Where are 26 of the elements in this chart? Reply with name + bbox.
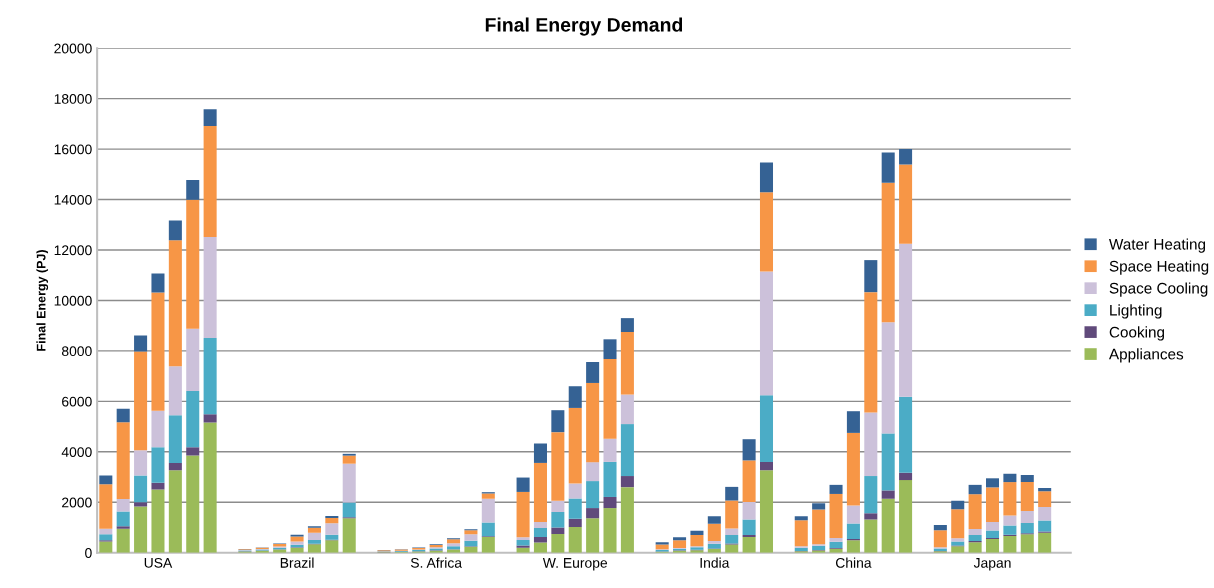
x-tick-label: Japan [973,558,1011,571]
y-axis-title: Final Energy (PJ) [36,250,49,351]
y-tick-label: 20000 [54,43,92,54]
legend-label: Cooking [1109,326,1165,341]
y-tick-label: 8000 [61,346,92,357]
legend-label: Space Heating [1109,260,1209,275]
x-tick-label: China [835,557,872,568]
x-tick-label: W. Europe [542,558,608,571]
y-tick-label: 16000 [54,144,92,155]
chart-title: Final Energy Demand [485,17,683,36]
x-tick-label: S. Africa [410,557,463,568]
y-tick-label: 14000 [54,194,92,205]
legend-label: Water Heating [1109,238,1206,253]
y-tick-label: 18000 [54,94,92,104]
x-tick-label: USA [144,557,173,568]
legend-label: Space Cooling [1109,282,1208,297]
legend-label: Lighting [1110,304,1162,319]
y-tick-label: 10000 [54,295,92,306]
x-tick-label: India [700,557,730,568]
legend-label: Appliances [1108,348,1184,363]
y-tick-label: 12000 [54,245,92,256]
y-tick-label: 2000 [62,497,92,508]
x-tick-label: Brazil [280,557,314,568]
y-tick-label: 6000 [62,396,92,407]
y-tick-label: 4000 [61,447,92,457]
y-tick-label: 0 [85,548,92,558]
